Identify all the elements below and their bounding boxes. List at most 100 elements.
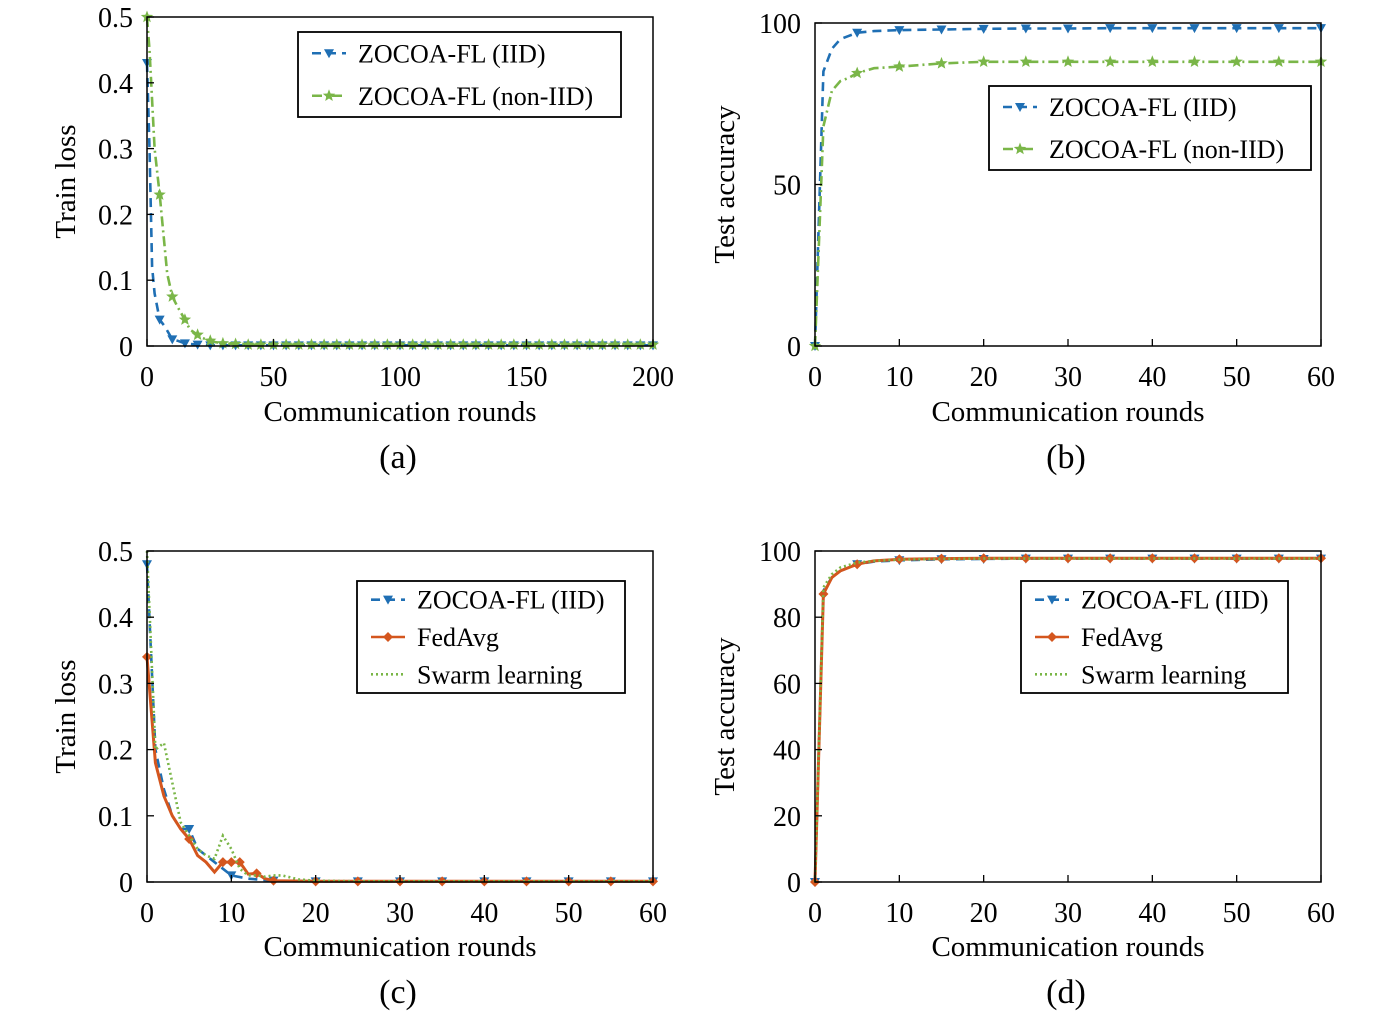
x-axis-label: Communication rounds bbox=[263, 931, 536, 963]
data-point bbox=[192, 340, 203, 350]
legend-label: FedAvg bbox=[1081, 623, 1163, 652]
data-point bbox=[634, 338, 647, 350]
x-axis-label: Communication rounds bbox=[931, 396, 1204, 428]
data-point bbox=[558, 338, 571, 350]
data-point bbox=[330, 338, 343, 350]
x-tick-label: 40 bbox=[1138, 898, 1166, 929]
legend-box bbox=[297, 31, 622, 118]
data-point bbox=[1146, 55, 1159, 67]
x-tick-label: 150 bbox=[506, 362, 548, 393]
legend-marker bbox=[1015, 103, 1025, 112]
data-point bbox=[482, 338, 495, 350]
data-point bbox=[406, 338, 419, 350]
legend-marker bbox=[1013, 142, 1027, 155]
y-tick-label: 60 bbox=[773, 669, 801, 700]
data-point bbox=[234, 857, 245, 868]
series-line bbox=[813, 557, 1321, 883]
legend: ZOCOA-FL (IID) ZOCOA-FL (non-IID) bbox=[297, 31, 622, 118]
data-point bbox=[1273, 24, 1284, 34]
legend: ZOCOA-FL (IID) FedAvg Swarm learning bbox=[356, 580, 626, 694]
data-point bbox=[1020, 24, 1031, 34]
x-tick-label: 40 bbox=[1138, 362, 1166, 393]
data-point bbox=[1272, 55, 1285, 67]
data-point bbox=[818, 589, 829, 600]
panel-caption: (d) bbox=[1046, 974, 1086, 1011]
x-axis-label: Communication rounds bbox=[263, 396, 536, 428]
x-axis-label: Communication rounds bbox=[931, 931, 1204, 963]
data-point bbox=[583, 338, 596, 350]
data-point bbox=[381, 338, 394, 350]
data-point bbox=[355, 338, 369, 350]
x-tick-label: 0 bbox=[808, 362, 822, 393]
legend-label: Swarm learning bbox=[1081, 660, 1246, 689]
data-point bbox=[936, 553, 947, 564]
chart-panel-2: 0 10 20 30 40 50 60 0 50 100 Communication rounds T… bbox=[709, 9, 1335, 476]
data-point bbox=[153, 188, 166, 200]
x-tick-label: 50 bbox=[1223, 898, 1251, 929]
y-tick-label: 0.4 bbox=[98, 603, 133, 634]
series-line bbox=[813, 26, 1321, 347]
legend-item: FedAvg bbox=[1035, 623, 1163, 652]
x-tick-label: 60 bbox=[1307, 898, 1335, 929]
y-tick-label: 0.5 bbox=[98, 3, 133, 34]
legend-item: Swarm learning bbox=[1035, 660, 1246, 689]
x-tick-label: 30 bbox=[1054, 362, 1082, 393]
y-axis-label: Train loss bbox=[50, 124, 82, 238]
data-point bbox=[533, 338, 546, 350]
x-tick-label: 10 bbox=[885, 898, 913, 929]
data-point bbox=[1231, 553, 1242, 564]
x-tick-label: 0 bbox=[808, 898, 822, 929]
data-point bbox=[317, 338, 331, 350]
y-tick-label: 0.3 bbox=[98, 669, 133, 700]
x-tick-label: 200 bbox=[632, 362, 674, 393]
legend-marker bbox=[324, 49, 334, 59]
y-tick-label: 0.1 bbox=[98, 802, 133, 833]
data-point bbox=[1019, 55, 1032, 67]
data-point bbox=[292, 338, 305, 350]
x-tick-label: 20 bbox=[970, 898, 998, 929]
x-tick-label: 60 bbox=[1307, 362, 1335, 393]
data-point bbox=[1188, 55, 1201, 67]
legend-box bbox=[988, 85, 1312, 171]
panel-caption: (b) bbox=[1046, 439, 1086, 476]
x-tick-label: 10 bbox=[885, 362, 913, 393]
data-point bbox=[242, 338, 255, 350]
y-tick-label: 0.2 bbox=[98, 200, 133, 231]
legend-marker bbox=[1047, 632, 1057, 642]
data-point bbox=[495, 338, 508, 350]
legend-item: ZOCOA-FL (non-IID) bbox=[1003, 135, 1284, 164]
data-point bbox=[178, 313, 192, 325]
series-line bbox=[813, 60, 1321, 347]
data-point bbox=[893, 60, 906, 72]
data-point bbox=[343, 338, 356, 350]
x-tick-label: 20 bbox=[302, 898, 330, 929]
chart-panel-3: 0 10 20 30 40 50 60 0 0.1 0.2 0.3 0.4 0.5 Communicati… bbox=[50, 537, 667, 1011]
legend-item: ZOCOA-FL (IID) bbox=[312, 39, 546, 68]
x-tick-label: 0 bbox=[140, 898, 154, 929]
data-point bbox=[469, 338, 483, 350]
data-point bbox=[978, 24, 989, 34]
data-point bbox=[608, 338, 622, 350]
data-point bbox=[191, 328, 204, 341]
data-point bbox=[851, 66, 864, 79]
x-tick-label: 60 bbox=[639, 898, 667, 929]
data-point bbox=[596, 338, 609, 350]
chart-panel-1: 0 50 100 150 200 0 0.1 0.2 0.3 0.4 0.5 Communicatio… bbox=[50, 3, 674, 476]
data-point bbox=[935, 56, 948, 69]
y-tick-label: 40 bbox=[773, 736, 801, 767]
data-point bbox=[419, 338, 432, 350]
x-tick-label: 20 bbox=[970, 362, 998, 393]
legend-label: ZOCOA-FL (non-IID) bbox=[1049, 135, 1284, 164]
legend-label: ZOCOA-FL (non-IID) bbox=[358, 82, 593, 111]
y-tick-label: 80 bbox=[773, 603, 801, 634]
data-point bbox=[154, 315, 165, 325]
data-point bbox=[1231, 24, 1242, 34]
y-tick-label: 0.3 bbox=[98, 135, 133, 166]
legend-marker bbox=[322, 89, 336, 101]
data-point bbox=[184, 825, 195, 835]
legend-item: Swarm learning bbox=[371, 660, 582, 689]
y-tick-label: 0.4 bbox=[98, 69, 133, 100]
data-point bbox=[507, 338, 520, 350]
data-point bbox=[179, 339, 190, 349]
